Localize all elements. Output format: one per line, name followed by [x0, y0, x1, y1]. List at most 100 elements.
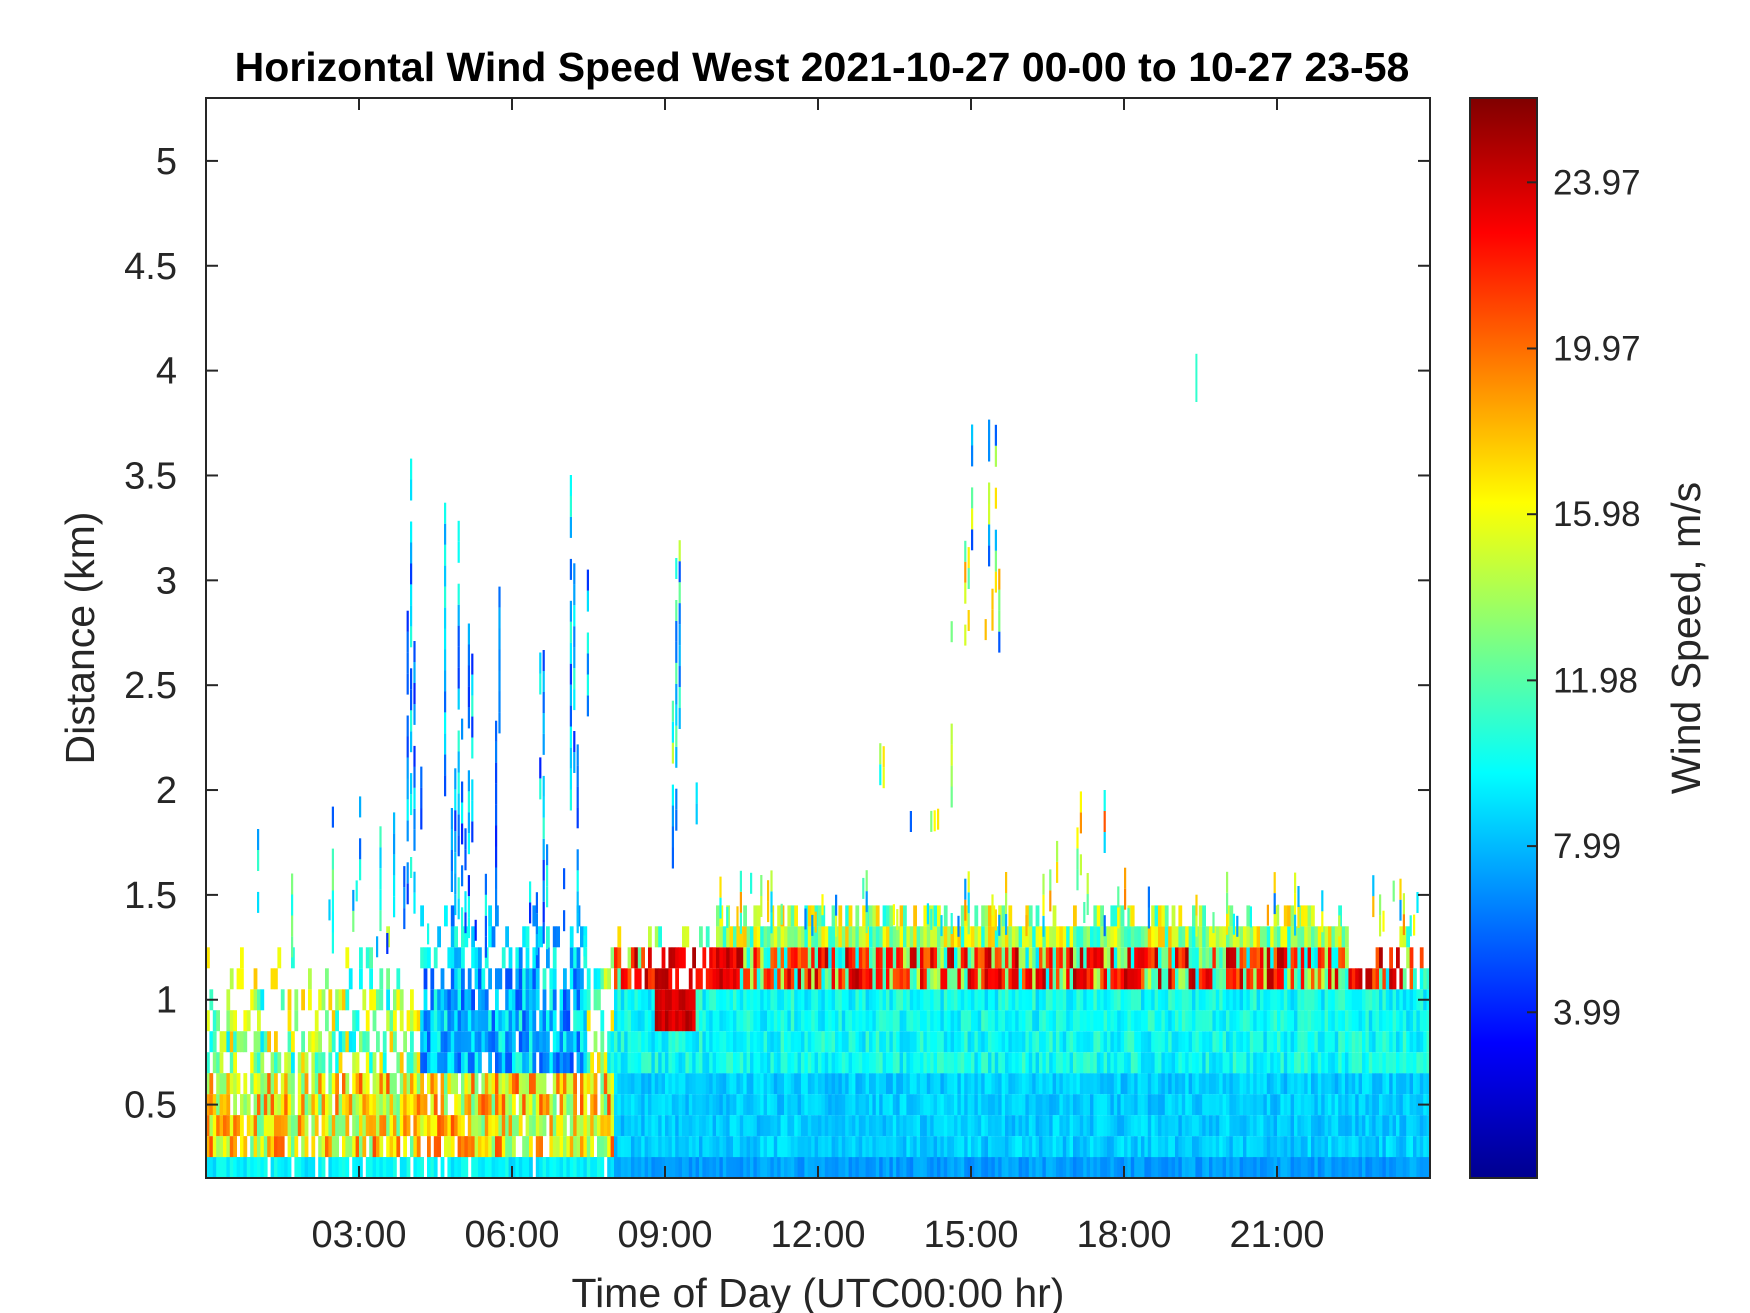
heatmap-cell	[1161, 1052, 1166, 1074]
heatmap-cell	[994, 1115, 999, 1137]
heatmap-cell	[794, 968, 798, 990]
heatmap-cell	[688, 1115, 693, 1137]
heatmap-streak	[406, 715, 409, 737]
heatmap-cell	[722, 968, 727, 990]
heatmap-cell	[1188, 947, 1193, 969]
heatmap-cell	[848, 1052, 853, 1074]
heatmap-cell	[777, 1073, 781, 1095]
heatmap-cell	[1107, 926, 1111, 948]
heatmap-cell	[1011, 1157, 1016, 1178]
heatmap-cell	[848, 1031, 853, 1053]
heatmap-cell	[1426, 968, 1431, 990]
heatmap-cell	[291, 947, 295, 969]
heatmap-cell	[539, 1073, 543, 1095]
heatmap-cell	[1045, 1094, 1050, 1116]
heatmap-cell	[1001, 1157, 1006, 1178]
heatmap-streak	[410, 710, 413, 732]
heatmap-cell	[471, 1073, 475, 1095]
heatmap-cell	[1321, 1136, 1325, 1158]
heatmap-cell	[709, 1073, 713, 1095]
heatmap-streak	[994, 571, 997, 593]
heatmap-cell	[1015, 1010, 1019, 1032]
heatmap-cell	[1198, 1031, 1203, 1053]
heatmap-cell	[855, 989, 860, 1011]
heatmap-cell	[862, 989, 866, 1011]
heatmap-cell	[1355, 1136, 1359, 1158]
heatmap-cell	[644, 1031, 649, 1053]
heatmap-cell	[777, 1136, 781, 1158]
heatmap-cell	[1385, 1115, 1390, 1137]
heatmap-cell	[886, 1115, 890, 1137]
heatmap-cell	[209, 1157, 214, 1178]
heatmap-cell	[770, 1052, 775, 1074]
heatmap-cell	[743, 1031, 747, 1053]
heatmap-cell	[1195, 1136, 1200, 1158]
heatmap-cell	[1219, 1031, 1223, 1053]
heatmap-cell	[338, 1052, 343, 1074]
heatmap-cell	[1168, 1031, 1172, 1053]
heatmap-cell	[1423, 1052, 1427, 1074]
heatmap-cell	[940, 1073, 945, 1095]
heatmap-cell	[1226, 1094, 1230, 1116]
heatmap-streak	[930, 810, 933, 832]
heatmap-streak	[879, 764, 882, 786]
heatmap-streak	[427, 923, 430, 945]
heatmap-cell	[1164, 1094, 1169, 1116]
heatmap-cell	[464, 1157, 469, 1178]
heatmap-cell	[719, 1073, 724, 1095]
heatmap-cell	[981, 947, 985, 969]
heatmap-cell	[1144, 1094, 1149, 1116]
heatmap-cell	[943, 1157, 948, 1178]
heatmap-cell	[940, 1094, 945, 1116]
heatmap-cell	[474, 1094, 479, 1116]
heatmap-cell	[702, 947, 707, 969]
heatmap-cell	[831, 989, 836, 1011]
heatmap-cell	[967, 947, 972, 969]
heatmap-cell	[869, 947, 873, 969]
heatmap-cell	[675, 1031, 679, 1053]
heatmap-cell	[1134, 1115, 1138, 1137]
heatmap-cell	[559, 1073, 564, 1095]
heatmap-streak	[1399, 878, 1402, 900]
heatmap-cell	[1056, 1136, 1060, 1158]
heatmap-cell	[865, 1052, 870, 1074]
heatmap-cell	[841, 1136, 846, 1158]
heatmap-cell	[1052, 1010, 1057, 1032]
heatmap-cell	[964, 968, 968, 990]
heatmap-cell	[1110, 926, 1115, 948]
heatmap-cell	[1317, 947, 1322, 969]
heatmap-cell	[522, 1010, 526, 1032]
heatmap-cell	[682, 1115, 686, 1137]
heatmap-streak	[257, 829, 260, 850]
heatmap-cell	[678, 1157, 683, 1178]
heatmap-cell	[1015, 1136, 1019, 1158]
heatmap-cell	[801, 926, 805, 948]
heatmap-streak	[331, 848, 334, 870]
heatmap-cell	[512, 1073, 516, 1095]
heatmap-cell	[1042, 947, 1047, 969]
heatmap-cell	[668, 1073, 673, 1095]
heatmap-streak	[998, 589, 1001, 611]
heatmap-cell	[824, 968, 829, 990]
heatmap-cell	[658, 1010, 662, 1032]
heatmap-cell	[440, 1010, 445, 1032]
heatmap-cell	[1379, 1073, 1383, 1095]
heatmap-cell	[450, 1010, 455, 1032]
heatmap-cell	[1185, 1010, 1189, 1032]
heatmap-cell	[685, 1136, 690, 1158]
heatmap-cell	[1141, 1010, 1145, 1032]
heatmap-cell	[1212, 1115, 1217, 1137]
heatmap-cell	[634, 947, 639, 969]
heatmap-cell	[896, 1052, 900, 1074]
heatmap-cell	[821, 1073, 826, 1095]
heatmap-cell	[947, 989, 951, 1011]
heatmap-cell	[658, 1031, 662, 1053]
heatmap-cell	[726, 947, 730, 969]
heatmap-cell	[1232, 1157, 1237, 1178]
heatmap-cell	[287, 1073, 292, 1095]
heatmap-cell	[848, 1094, 853, 1116]
heatmap-cell	[930, 968, 934, 990]
heatmap-cell	[824, 1052, 829, 1074]
heatmap-cell	[627, 1010, 632, 1032]
heatmap-streak	[678, 540, 681, 562]
